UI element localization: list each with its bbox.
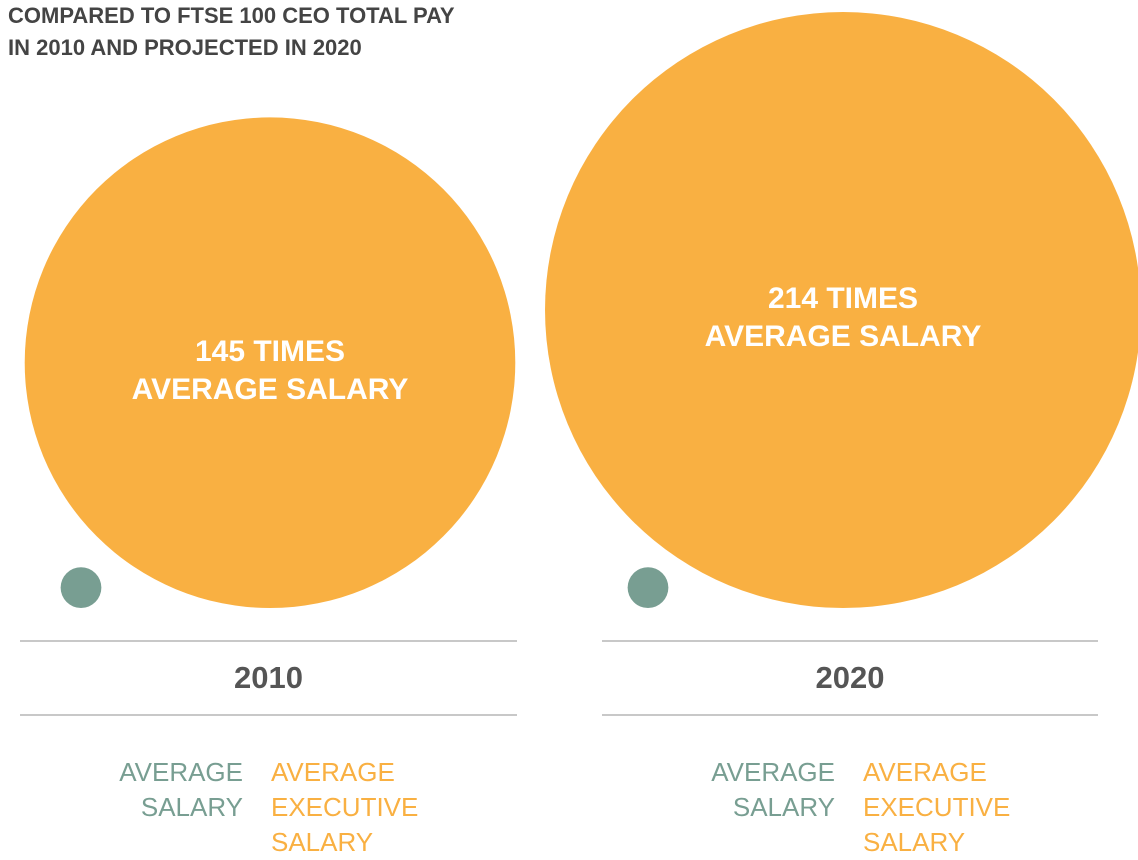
bubble [545,12,1138,608]
value-label: 145 TIMES AVERAGE SALARY [131,334,409,406]
value-label: 214 TIMES AVERAGE SALARY [704,282,982,353]
legend-label: AVERAGE SALARY [711,757,835,822]
bubble [627,567,669,608]
category-label: 2020 [815,660,885,695]
legend-label: AVERAGE EXECUTIVE SALARY [271,757,419,857]
legend-label: AVERAGE SALARY [119,757,243,822]
category-label: 2010 [234,660,303,695]
chart-title: COMPARED TO FTSE 100 CEO TOTAL PAY IN 20… [8,3,455,60]
bubble [60,567,102,608]
legend-label: AVERAGE EXECUTIVE SALARY [863,757,1011,857]
bubble [24,117,516,609]
